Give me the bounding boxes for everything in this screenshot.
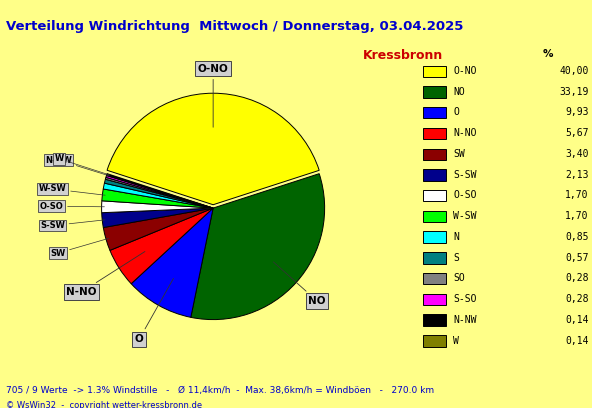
Text: W: W xyxy=(453,335,459,346)
Wedge shape xyxy=(107,93,319,205)
FancyBboxPatch shape xyxy=(423,315,446,326)
FancyBboxPatch shape xyxy=(423,66,446,77)
Text: NO: NO xyxy=(453,86,465,97)
Text: O-SO: O-SO xyxy=(40,202,104,211)
Text: N-NO: N-NO xyxy=(453,128,477,138)
Text: S-SW: S-SW xyxy=(453,170,477,180)
FancyBboxPatch shape xyxy=(423,211,446,222)
Text: SW: SW xyxy=(453,149,465,159)
Text: W-SW: W-SW xyxy=(38,184,105,195)
Wedge shape xyxy=(104,208,213,251)
Text: N: N xyxy=(453,232,459,242)
FancyBboxPatch shape xyxy=(423,169,446,181)
Text: O-NO: O-NO xyxy=(453,66,477,76)
Wedge shape xyxy=(106,175,213,208)
Wedge shape xyxy=(107,174,213,208)
FancyBboxPatch shape xyxy=(423,252,446,264)
Text: N-NO: N-NO xyxy=(66,251,145,297)
Wedge shape xyxy=(103,183,213,208)
Text: O: O xyxy=(135,279,173,344)
Text: S-SW: S-SW xyxy=(40,220,105,230)
Text: 0,14: 0,14 xyxy=(565,335,588,346)
Text: © WsWin32  -  copyright wetter-kressbronn.de: © WsWin32 - copyright wetter-kressbronn.… xyxy=(6,401,202,408)
Wedge shape xyxy=(102,201,213,213)
Text: 33,19: 33,19 xyxy=(559,86,588,97)
Text: N-NW: N-NW xyxy=(45,155,110,176)
FancyBboxPatch shape xyxy=(423,190,446,202)
FancyBboxPatch shape xyxy=(423,231,446,243)
Text: W-SW: W-SW xyxy=(453,211,477,221)
Text: Verteilung Windrichtung  Mittwoch / Donnerstag, 03.04.2025: Verteilung Windrichtung Mittwoch / Donne… xyxy=(6,20,464,33)
FancyBboxPatch shape xyxy=(423,335,446,346)
Text: W: W xyxy=(54,154,110,175)
Text: SW: SW xyxy=(50,238,109,257)
Wedge shape xyxy=(102,189,213,208)
FancyBboxPatch shape xyxy=(423,86,446,98)
Text: 2,13: 2,13 xyxy=(565,170,588,180)
Text: N-NW: N-NW xyxy=(453,315,477,325)
Text: 0,85: 0,85 xyxy=(565,232,588,242)
Text: 9,93: 9,93 xyxy=(565,107,588,118)
Text: 1,70: 1,70 xyxy=(565,191,588,200)
Text: Kressbronn: Kressbronn xyxy=(362,49,443,62)
Text: 0,28: 0,28 xyxy=(565,273,588,283)
Text: 0,14: 0,14 xyxy=(565,315,588,325)
Text: 3,40: 3,40 xyxy=(565,149,588,159)
Wedge shape xyxy=(102,208,213,228)
Wedge shape xyxy=(107,175,213,208)
Text: O-SO: O-SO xyxy=(453,191,477,200)
Text: O: O xyxy=(453,107,459,118)
Text: 1,70: 1,70 xyxy=(565,211,588,221)
Wedge shape xyxy=(191,174,324,319)
Text: S-SO: S-SO xyxy=(453,294,477,304)
Wedge shape xyxy=(105,177,213,208)
Text: 5,67: 5,67 xyxy=(565,128,588,138)
Text: %: % xyxy=(542,49,553,59)
FancyBboxPatch shape xyxy=(423,273,446,284)
Text: NO: NO xyxy=(274,262,326,306)
Text: S: S xyxy=(453,253,459,263)
FancyBboxPatch shape xyxy=(423,107,446,118)
FancyBboxPatch shape xyxy=(423,128,446,139)
Text: 705 / 9 Werte  -> 1.3% Windstille   -   Ø 11,4km/h  -  Max. 38,6km/h = Windböen : 705 / 9 Werte -> 1.3% Windstille - Ø 11,… xyxy=(6,386,434,395)
Text: O-NO: O-NO xyxy=(198,64,229,127)
FancyBboxPatch shape xyxy=(423,294,446,305)
Wedge shape xyxy=(110,208,213,284)
Wedge shape xyxy=(104,179,213,208)
FancyBboxPatch shape xyxy=(423,149,446,160)
Text: 0,57: 0,57 xyxy=(565,253,588,263)
Text: 40,00: 40,00 xyxy=(559,66,588,76)
Wedge shape xyxy=(131,208,213,317)
Text: 0,28: 0,28 xyxy=(565,294,588,304)
Text: SO: SO xyxy=(453,273,465,283)
